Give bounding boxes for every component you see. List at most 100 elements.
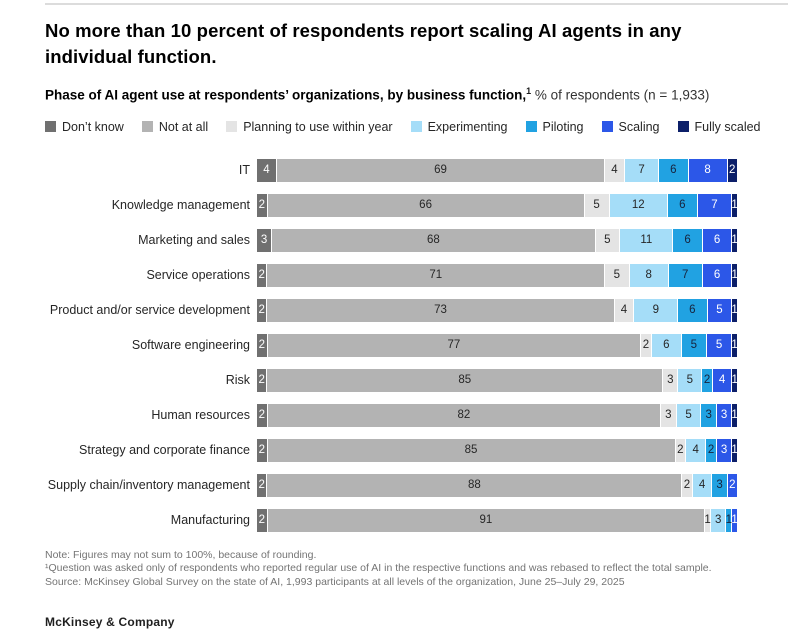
- bar-segment: 4: [257, 158, 277, 182]
- bar-segment: 88: [267, 473, 683, 497]
- bar-segment: 2: [727, 473, 737, 497]
- bar-segment: 8: [629, 263, 669, 287]
- bar-segment: 2: [257, 438, 268, 462]
- bar-segment: 5: [676, 403, 702, 427]
- bar-segment: 4: [605, 158, 625, 182]
- chart-subtitle-unit: % of respondents (n = 1,933): [531, 87, 710, 103]
- bar-segment: 2: [675, 438, 687, 462]
- bar-segment: 1: [726, 508, 733, 532]
- bar-segment: 77: [267, 333, 642, 357]
- bar-segment: 5: [707, 298, 733, 322]
- legend-swatch-icon: [141, 121, 153, 132]
- legend-label: Experimenting: [427, 119, 508, 134]
- bar-segment: 6: [678, 298, 708, 322]
- legend-item: Don’t know: [45, 120, 124, 134]
- chart-row: Supply chain/inventory management 2 88 2 4 3 2: [45, 473, 737, 497]
- stacked-bar: 2 91 1 3 1 1: [257, 508, 738, 532]
- stacked-bar: 2 71 5 8 7 6 1: [257, 263, 738, 287]
- row-label: Human resources: [151, 408, 250, 422]
- legend-item: Scaling: [601, 120, 660, 134]
- stacked-bar: 2 82 3 5 3 3 1: [257, 403, 738, 427]
- row-label: Marketing and sales: [138, 233, 250, 247]
- bar-segment: 8: [688, 158, 728, 182]
- legend-item: Piloting: [525, 119, 584, 134]
- exhibit-page: No more than 10 percent of respondents r…: [0, 3, 800, 631]
- bar-segment: 1: [731, 333, 738, 357]
- chart-row: Knowledge management 2 66 5 12 6 7 1: [45, 193, 738, 217]
- bar-segment: 3: [712, 473, 728, 497]
- bar-segment: 6: [702, 228, 733, 252]
- bar-segment: 7: [697, 193, 733, 217]
- legend-swatch-icon: [226, 121, 238, 132]
- row-label: Risk: [225, 373, 250, 387]
- bar-segment: 4: [692, 473, 713, 497]
- row-label: IT: [238, 163, 250, 177]
- bar-segment: 82: [267, 403, 662, 427]
- bar-segment: 69: [276, 158, 606, 182]
- stacked-bar: 2 85 2 4 2 3 1: [257, 438, 738, 462]
- bar-segment: 9: [634, 298, 679, 322]
- stacked-bar: 2 77 2 6 5 5 1: [257, 333, 738, 357]
- chart-row: Manufacturing 2 91 1 3 1 1: [45, 508, 738, 532]
- legend-label: Piloting: [542, 119, 584, 134]
- bar-segment: 1: [704, 508, 711, 532]
- bar-segment: 85: [267, 438, 676, 462]
- bar-segment: 1: [731, 508, 738, 532]
- chart-subtitle: Phase of AI agent use at respondents’ or…: [45, 86, 800, 103]
- chart-legend: Don’t know Not at all Planning to use with…: [45, 120, 785, 134]
- row-label: Service operations: [146, 268, 250, 282]
- footnote-marker: 1: [526, 86, 532, 96]
- bar-segment: 4: [614, 298, 635, 322]
- bar-segment: 2: [257, 403, 268, 427]
- chart-row: Marketing and sales 3 68 5 11 6 6 1: [45, 228, 738, 252]
- bar-segment: 71: [267, 263, 606, 287]
- chart-row: Product and/or service development 2 73 4 9 6…: [45, 298, 738, 322]
- bar-segment: 1: [731, 368, 738, 392]
- chart-row: IT 4 69 4 7 6 8 2: [45, 158, 737, 182]
- bar-segment: 2: [702, 368, 713, 392]
- row-label: Manufacturing: [170, 513, 250, 527]
- bar-segment: 1: [731, 438, 738, 462]
- chart-row: Human resources 2 82 3 5 3 3 1: [45, 403, 738, 427]
- bar-segment: 3: [701, 403, 717, 427]
- bar-segment: 6: [667, 193, 698, 217]
- bar-segment: 3: [716, 438, 733, 462]
- bar-segment: 1: [731, 228, 738, 252]
- footnotes: Note: Figures may not sum to 100%, becau…: [45, 549, 800, 590]
- bar-segment: 3: [716, 403, 733, 427]
- chart-row: Risk 2 85 3 5 2 4 1: [45, 368, 738, 392]
- stacked-bar: 3 68 5 11 6 6 1: [257, 228, 738, 252]
- bar-segment: 2: [257, 193, 268, 217]
- page-title: No more than 10 percent of respondents r…: [45, 20, 682, 67]
- note-rounding: Note: Figures may not sum to 100%, becau…: [45, 548, 317, 561]
- row-label: Strategy and corporate finance: [79, 443, 250, 457]
- stacked-bar: 2 85 3 5 2 4 1: [257, 368, 738, 392]
- bar-segment: 4: [686, 438, 707, 462]
- bar-segment: 3: [663, 368, 679, 392]
- bar-segment: 68: [272, 228, 596, 252]
- bar-segment: 85: [267, 368, 664, 392]
- bar-segment: 2: [641, 333, 652, 357]
- bar-segment: 3: [661, 403, 677, 427]
- bar-segment: 2: [257, 508, 268, 532]
- bar-segment: 2: [257, 263, 268, 287]
- bar-segment: 7: [668, 263, 703, 287]
- legend-item: Fully scaled: [677, 120, 761, 134]
- legend-swatch-icon: [45, 121, 56, 132]
- row-label: Knowledge management: [111, 198, 250, 212]
- bar-segment: 5: [605, 263, 630, 287]
- bar-segment: 5: [681, 333, 707, 357]
- bar-segment: 2: [257, 368, 268, 392]
- top-divider: [45, 3, 788, 5]
- bar-segment: 7: [624, 158, 660, 182]
- bar-segment: 2: [257, 333, 268, 357]
- stacked-bar: 2 88 2 4 3 2: [257, 473, 737, 497]
- bar-segment: 66: [267, 193, 585, 217]
- bar-segment: 2: [257, 298, 268, 322]
- chart-row: Software engineering 2 77 2 6 5 5 1: [45, 333, 738, 357]
- bar-segment: 5: [584, 193, 610, 217]
- bar-segment: 6: [702, 263, 733, 287]
- stacked-bar-chart: IT 4 69 4 7 6 8 2 Knowledge management 2 66 5 12 6 7 1 M…: [45, 158, 738, 532]
- bar-segment: 5: [595, 228, 621, 252]
- legend-item: Not at all: [141, 120, 208, 134]
